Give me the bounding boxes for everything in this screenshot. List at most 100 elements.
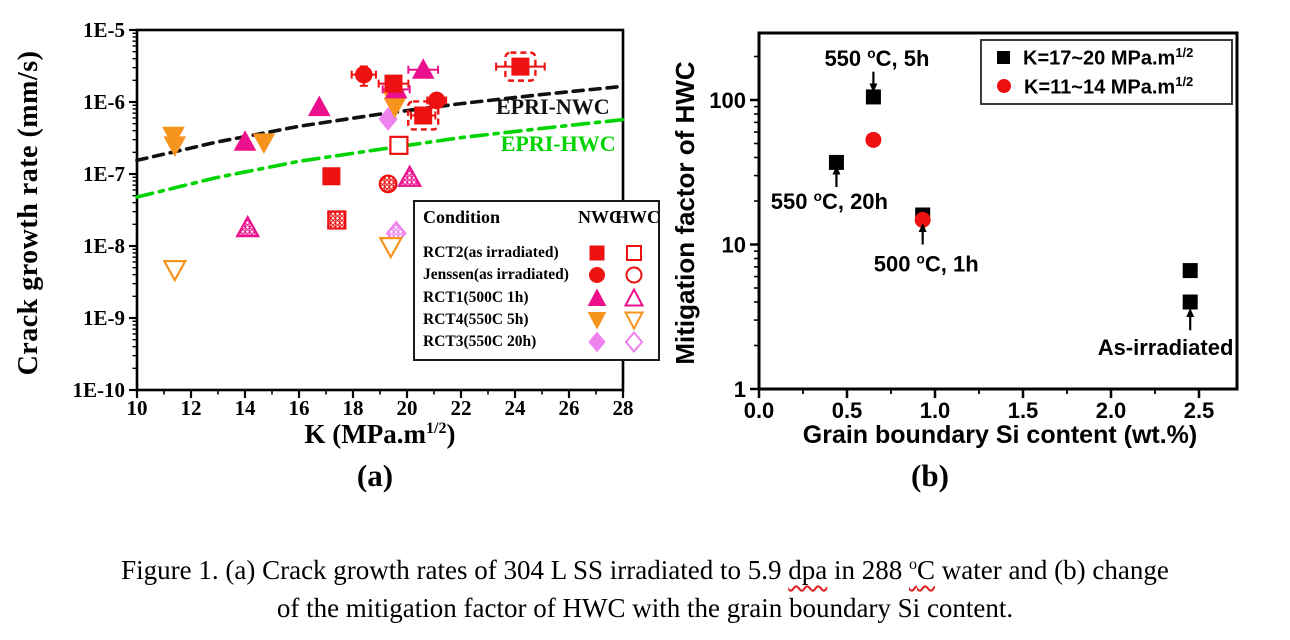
plot-b: 0.0 0.5 1.0 1.5 2.0 2.5 1 10 100 550 oC, 5h 550 oC… (709, 31, 1239, 423)
annotation-text: 550 oC, 5h (824, 46, 929, 71)
legend-row: RCT1(500C 1h) (423, 287, 652, 309)
filled-triangle-up-marker (307, 95, 331, 117)
legend-row-label: RCT4(550C 5h) (423, 311, 529, 329)
legend-header-nwc: NWC (578, 207, 622, 227)
legend-nwc-marker (578, 264, 615, 286)
legend-header-hwc: HWC (615, 207, 660, 227)
legend-b-label-2: K=11~14 MPa.m (1024, 76, 1176, 99)
data-point-nwc (307, 95, 331, 117)
filled-diamond-legend-icon (587, 332, 606, 353)
x-tick-label: 10 (127, 396, 148, 420)
x-tick-label: 22 (451, 396, 472, 420)
filled-square-legend-icon (589, 245, 604, 261)
annotation-text: 550 oC, 20h (771, 189, 888, 214)
data-point (828, 154, 844, 170)
plot-a-legend: Condition NWC HWC RCT2(as irradiated) Jen… (413, 200, 660, 361)
filled-triangle-up-marker (233, 130, 257, 151)
legend-row: RCT3(550C 20h) (423, 331, 652, 354)
plot-b-legend: K=17~20 MPa.m1/2 K=11~14 MPa.m1/2 (980, 39, 1233, 105)
open-triangle-down-legend-icon (623, 311, 644, 331)
x-tick-label: 12 (181, 396, 202, 420)
plots-canvas: 10 12 14 16 18 20 22 24 26 28 1E-5 1E-6 1E-7 1E-8 1E-9… (73, 18, 1239, 423)
black-square-marker-icon (997, 51, 1010, 65)
y-tick-label: 1E-6 (83, 90, 125, 114)
annotation-text: 500 oC, 1h (874, 251, 979, 276)
data-point-nwc (163, 136, 187, 157)
plot-b-y-axis-label: Mitigation factor of HWC (670, 61, 700, 365)
legend-hwc-marker (615, 242, 652, 264)
arrowhead (1186, 308, 1195, 318)
data-point (1182, 294, 1198, 310)
x-tick-label: 14 (235, 396, 257, 420)
figure-caption: Figure 1. (a) Crack growth rates of 304 … (0, 546, 1290, 627)
filled-circle-marker (355, 65, 373, 84)
filled-square-marker (1182, 294, 1198, 310)
plot-a-legend-header: Condition NWC HWC (423, 207, 660, 228)
filled-triangle-up-legend-icon (587, 288, 606, 306)
legend-hwc-marker (615, 309, 652, 331)
data-point-hwc (162, 260, 188, 283)
legend-row-label: Jenssen(as irradiated) (423, 266, 569, 284)
caption-text: in 288 (827, 555, 909, 585)
caption-text: Figure 1. (a) Crack growth rates of 304 … (121, 555, 789, 585)
arrowhead (869, 83, 878, 93)
legend-b-row-high-k: K=17~20 MPa.m1/2 (996, 45, 1231, 71)
y-tick-label: 1E-8 (83, 234, 125, 258)
data-point-nwc (407, 100, 440, 131)
legend-row: RCT4(550C 5h) (423, 309, 652, 331)
data-point-hwc (389, 135, 409, 155)
plot-a-x-label-sup: 1/2 (426, 420, 447, 437)
filled-square-marker (384, 74, 403, 93)
y-tick-label: 1E-7 (83, 162, 125, 186)
panel-label-b: (b) (911, 458, 949, 493)
open-triangle-up-marker (235, 214, 261, 238)
open-triangle-down-marker (162, 260, 188, 283)
filled-circle-legend-icon (588, 267, 605, 284)
plot-a-x-axis-label: K (MPa.m1/2) (240, 419, 520, 450)
caption-dpa-misspelled: dpa (788, 555, 828, 585)
annotation: 550 oC, 20h (771, 165, 888, 214)
plot-a-legend-rows: RCT2(as irradiated) Jenssen(as irradiated… (423, 242, 652, 354)
y-tick-label: 10 (722, 233, 746, 258)
data-point-nwc (377, 74, 410, 93)
y-tick-label: 1 (734, 377, 746, 402)
caption-line-2: of the mitigation factor of HWC with the… (276, 593, 1014, 623)
filled-circle-marker (914, 211, 931, 228)
filled-square-marker (865, 89, 881, 105)
y-tick-label: 1E-9 (83, 306, 125, 330)
caption-c: C (916, 555, 935, 585)
filled-square-marker (1182, 263, 1198, 279)
data-point (865, 131, 882, 148)
open-square-marker (327, 210, 347, 230)
open-circle-legend-icon (625, 266, 642, 284)
x-tick-label: 1.5 (1008, 398, 1039, 423)
filled-circle-marker (865, 131, 882, 148)
legend-row: RCT2(as irradiated) (423, 242, 652, 264)
filled-triangle-down-legend-icon (587, 312, 606, 330)
filled-triangle-up-marker (411, 58, 435, 79)
legend-row-label: RCT1(500C 1h) (423, 288, 529, 306)
open-circle-marker (378, 174, 398, 194)
plot-a-y-axis-label: Crack growth rate (mm/s) (13, 50, 44, 376)
x-tick-label: 2.0 (1096, 398, 1127, 423)
x-tick-label: 18 (343, 396, 364, 420)
filled-circle-marker (427, 91, 446, 110)
dashed-highlight-box (407, 100, 440, 131)
open-square-legend-icon (625, 245, 642, 262)
data-point-nwc (322, 167, 341, 186)
open-triangle-down-marker (378, 237, 404, 260)
open-triangle-up-legend-icon (623, 287, 644, 307)
open-diamond-legend-icon (624, 331, 643, 354)
arrowhead (918, 222, 927, 232)
filled-triangle-down-marker (163, 136, 187, 157)
data-point-nwc (233, 130, 257, 151)
data-point-nwc (350, 65, 377, 87)
curve-label: EPRI-HWC (501, 131, 616, 156)
data-point (914, 211, 931, 228)
legend-hwc-marker (615, 264, 652, 286)
legend-b-label-1: K=17~20 MPa.m (1023, 47, 1176, 70)
x-tick-label: 26 (559, 396, 580, 420)
legend-nwc-marker (578, 242, 615, 264)
annotation: 500 oC, 1h (874, 222, 979, 276)
dashed-highlight-box (504, 51, 537, 82)
